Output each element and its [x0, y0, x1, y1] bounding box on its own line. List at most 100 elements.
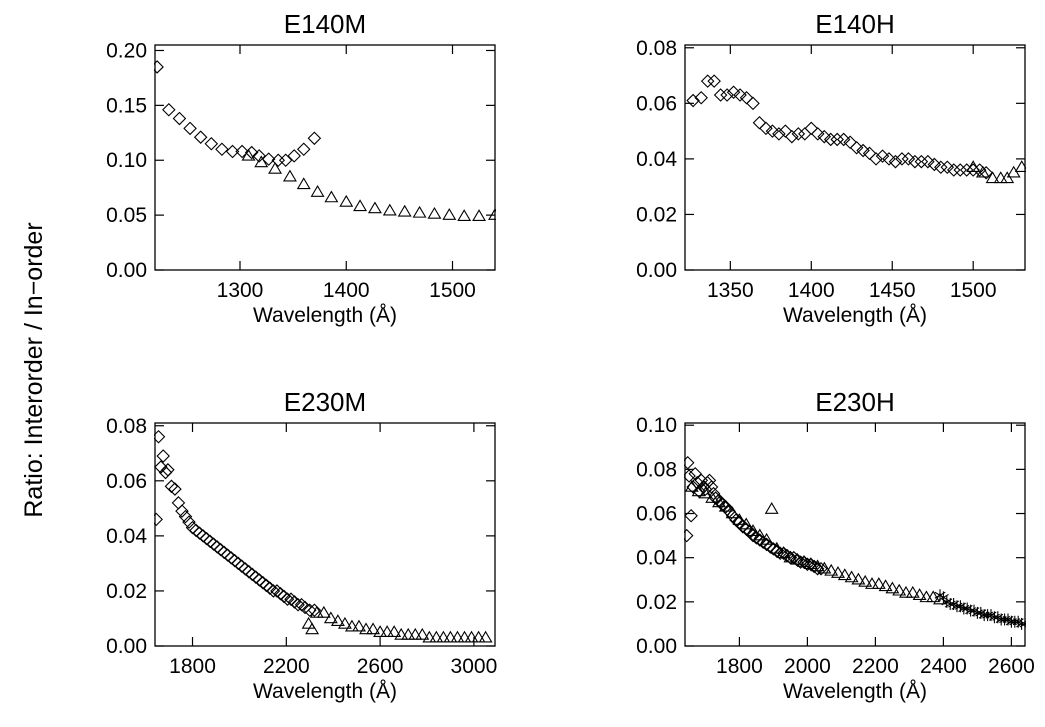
diamond-point	[684, 469, 696, 483]
diamond-point	[776, 546, 791, 561]
y-tick-label: 0.04	[106, 525, 147, 548]
diamond-point	[686, 93, 700, 108]
y-tick-label: 0.08	[636, 458, 677, 481]
diamond-point	[773, 546, 787, 561]
triangle-point	[352, 619, 366, 632]
triangle-point	[415, 627, 430, 640]
triangle-point	[296, 177, 311, 190]
plot-frame	[684, 422, 1026, 647]
x-tick-label: 2600	[988, 655, 1035, 678]
diamond-point	[823, 132, 838, 147]
diamond-point	[183, 121, 197, 136]
diamond-point	[807, 559, 821, 574]
triangle-point	[305, 622, 320, 635]
diamond-point	[307, 603, 322, 617]
diamond-point	[291, 597, 305, 612]
x-axis-label: Wavelength (Å)	[783, 680, 927, 703]
triangle-point	[803, 557, 818, 570]
triangle-point	[797, 555, 811, 567]
diamond-point	[817, 129, 832, 144]
triangle-point	[878, 579, 893, 592]
diamond-point	[702, 473, 717, 488]
diamond-point	[739, 522, 753, 536]
triangle-point	[323, 611, 338, 624]
plot-frame	[684, 44, 1026, 271]
diamond-point	[882, 152, 896, 166]
diamond-point	[875, 149, 890, 163]
diamond-point	[895, 152, 909, 166]
y-tick-label: 0.00	[636, 635, 677, 658]
triangle-point	[429, 630, 444, 643]
diamond-point	[759, 537, 774, 552]
triangle-point	[367, 201, 382, 214]
x-tick-label: 1400	[788, 279, 835, 302]
x-tick-label: 1500	[429, 279, 476, 302]
triangle-point	[892, 583, 907, 596]
triangle-point	[698, 486, 713, 499]
diamond-point	[261, 152, 276, 166]
triangle-point	[282, 169, 297, 182]
diamond-point	[708, 491, 723, 505]
diamond-point	[225, 144, 240, 159]
triangle-point	[382, 203, 397, 216]
plot-frame	[154, 422, 496, 647]
triangle-point	[301, 616, 316, 629]
diamond-point	[719, 500, 733, 514]
y-tick-label: 0.08	[636, 37, 677, 60]
diamond-point	[908, 154, 922, 169]
diamond-point	[959, 163, 974, 177]
diamond-point	[235, 144, 249, 159]
diamond-point	[720, 88, 734, 102]
diamond-point	[836, 132, 851, 147]
triangle-point	[408, 627, 423, 640]
figure-ylabel: Ratio: Interorder / In−order	[20, 222, 48, 517]
diamond-point	[252, 149, 266, 163]
y-tick-label: 0.02	[636, 203, 677, 226]
x-tick-label: 1350	[707, 279, 754, 302]
y-tick-label: 0.08	[106, 415, 147, 438]
diamond-point	[830, 132, 844, 147]
diamond-point	[979, 166, 993, 180]
triangle-point	[254, 155, 269, 168]
triangle-point	[837, 568, 852, 581]
triangle-point	[412, 205, 427, 218]
triangle-point	[783, 550, 798, 563]
diamond-point	[869, 152, 883, 166]
data-points	[154, 60, 496, 221]
x-tick-label: 1500	[950, 279, 997, 302]
triangle-point	[394, 627, 409, 640]
diamond-point	[914, 154, 929, 169]
triangle-point	[871, 577, 886, 589]
diamond-point	[707, 74, 721, 88]
triangle-point	[712, 495, 726, 508]
triangle-point	[919, 590, 934, 603]
diamond-point	[785, 129, 799, 144]
triangle-point	[442, 208, 457, 220]
y-tick-label: 0.06	[636, 92, 677, 115]
triangle-point	[764, 502, 779, 514]
diamond-point	[752, 116, 767, 130]
panel-title: E140M	[284, 9, 366, 39]
triangle-point	[427, 206, 442, 219]
triangle-point	[241, 148, 256, 161]
diamond-point	[862, 146, 877, 161]
x-axis-label: Wavelength (Å)	[783, 304, 927, 327]
triangle-point	[912, 588, 927, 600]
diamond-point	[810, 127, 825, 141]
triangle-point	[345, 619, 359, 632]
diamond-point	[800, 557, 815, 572]
panel-e140h: E140H 1350 1400 1450 1500 0.00 0.02 0.04 0.06 0.0…	[636, 9, 1026, 327]
diamond-point	[182, 515, 196, 529]
triangle-point	[684, 479, 699, 492]
triangle-point	[1014, 160, 1026, 172]
y-tick-label: 0.00	[636, 259, 677, 282]
triangle-point	[926, 590, 941, 603]
y-tick-label: 0.02	[636, 591, 677, 614]
triangle-point	[725, 506, 740, 519]
diamond-point	[215, 142, 229, 157]
triangle-point	[899, 585, 913, 598]
diamond-point	[849, 141, 864, 155]
diamond-point	[172, 111, 187, 126]
triangle-point	[324, 190, 339, 203]
diamond-point	[778, 124, 793, 138]
